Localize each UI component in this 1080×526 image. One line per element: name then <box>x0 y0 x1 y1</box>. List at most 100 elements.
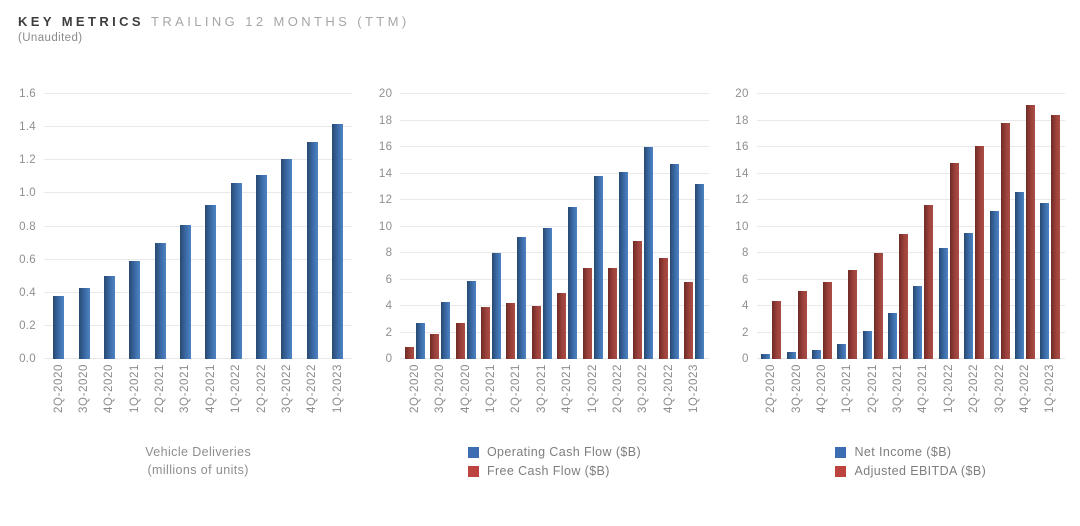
bar-blue <box>103 276 115 359</box>
bar-blue <box>618 172 628 359</box>
y-tick-label: 20 <box>735 88 749 100</box>
x-axis-cash-flow: 2Q-2020 3Q-2020 4Q-2020 1Q-2021 2Q-2021 3Q-20… <box>400 359 708 435</box>
bar-group-3Q-2020 <box>428 94 453 359</box>
x-tick-label: 1Q-2023 <box>1044 364 1057 413</box>
y-tick-label: 2 <box>385 326 393 339</box>
y-axis-income-ebitda: 0 2 4 6 8 10 12 14 16 18 20 <box>727 88 757 365</box>
gridline <box>756 172 1065 174</box>
x-tick-label: 2Q-2022 <box>255 364 268 413</box>
gridline <box>400 358 709 359</box>
x-label-slot: 2Q-2020 <box>46 364 71 435</box>
x-tick-label: 1Q-2022 <box>942 364 955 413</box>
gridline <box>44 192 353 194</box>
bar-blue <box>862 331 872 359</box>
report-title-secondary: TRAILING 12 MONTHS (TTM) <box>151 14 410 29</box>
bar-red <box>1025 104 1035 359</box>
bar-blue <box>466 280 476 359</box>
legend-item: Free Cash Flow ($B) <box>467 462 641 481</box>
x-axis-vehicle-deliveries: 2Q-2020 3Q-2020 4Q-2020 1Q-2021 2Q-2021 3Q-20… <box>44 359 352 435</box>
bar-group-4Q-2021 <box>554 94 579 359</box>
x-label-slot: 4Q-2022 <box>656 364 681 435</box>
bar-blue <box>129 261 141 359</box>
bar-blue <box>989 210 999 359</box>
bar-group-3Q-2022 <box>631 94 656 359</box>
x-label-slot: 4Q-2021 <box>911 364 936 435</box>
x-tick-label: 1Q-2021 <box>841 364 854 413</box>
x-tick-label: 3Q-2022 <box>280 364 293 413</box>
x-label-slot: 2Q-2021 <box>147 364 172 435</box>
bar-blue <box>1014 192 1024 359</box>
bar-group-2Q-2020 <box>759 94 784 359</box>
x-tick-label: 2Q-2021 <box>866 364 879 413</box>
x-label-slot: 3Q-2021 <box>529 364 554 435</box>
x-label-slot: 3Q-2020 <box>71 364 96 435</box>
gridline <box>400 225 709 227</box>
bar-red <box>582 267 592 359</box>
bar-red <box>873 253 883 359</box>
y-tick-label: 18 <box>735 114 749 127</box>
gridline <box>756 199 1065 200</box>
y-tick-label: 2 <box>741 326 749 339</box>
plot-area-vehicle-deliveries <box>44 93 353 359</box>
bar-red <box>924 205 934 359</box>
y-tick-label: 12 <box>735 194 749 206</box>
gridline <box>756 146 1065 147</box>
bar-group-4Q-2021 <box>911 94 936 359</box>
bar-blue <box>205 204 217 359</box>
bar-blue <box>542 227 552 359</box>
bar-group-4Q-2020 <box>453 94 478 359</box>
y-tick-label: 1.6 <box>19 88 36 100</box>
x-label-slot: 3Q-2020 <box>784 364 809 435</box>
y-tick-label: 14 <box>378 167 393 180</box>
bar-red <box>633 241 643 359</box>
x-tick-label: 2Q-2021 <box>510 364 523 413</box>
bar-group-2Q-2021 <box>860 94 885 359</box>
bar-blue <box>332 123 344 359</box>
legend: Net Income ($B) Adjusted EBITDA ($B) <box>835 443 986 481</box>
y-tick-label: 0.2 <box>19 319 36 332</box>
x-label-slot: 1Q-2022 <box>224 364 249 435</box>
x-tick-label: 4Q-2022 <box>1018 364 1031 413</box>
bar-group-3Q-2021 <box>885 94 910 359</box>
bar-group-1Q-2022 <box>224 94 249 359</box>
bar-red <box>405 347 414 359</box>
y-tick-label: 10 <box>735 220 749 233</box>
y-tick-label: 8 <box>741 247 749 259</box>
x-tick-label: 3Q-2021 <box>892 364 905 413</box>
bar-group-3Q-2022 <box>274 94 299 359</box>
bar-group-2Q-2020 <box>402 94 427 359</box>
bar-group-4Q-2020 <box>97 94 122 359</box>
x-tick-label: 2Q-2022 <box>611 364 624 413</box>
y-tick-label: 0.6 <box>19 253 36 266</box>
y-tick-label: 0.0 <box>19 353 36 365</box>
x-tick-label: 4Q-2020 <box>103 364 116 413</box>
bar-red <box>607 267 617 359</box>
bar-red <box>823 282 833 359</box>
bar-red <box>797 291 807 359</box>
bar-blue <box>78 287 90 359</box>
bar-red <box>557 292 567 359</box>
report-subtitle: (Unaudited) <box>18 32 83 44</box>
legend-label: Net Income ($B) <box>854 445 952 459</box>
x-tick-label: 3Q-2021 <box>535 364 548 413</box>
y-tick-label: 0 <box>385 353 393 365</box>
bar-blue <box>761 354 771 359</box>
x-tick-label: 1Q-2023 <box>331 364 344 413</box>
y-tick-label: 6 <box>741 273 749 286</box>
x-tick-label: 1Q-2022 <box>586 364 599 413</box>
bar-groups <box>400 94 708 359</box>
x-tick-label: 3Q-2020 <box>434 364 447 413</box>
bar-group-1Q-2021 <box>478 94 503 359</box>
x-label-slot: 1Q-2021 <box>478 364 503 435</box>
y-tick-label: 10 <box>378 220 393 233</box>
bar-group-1Q-2023 <box>1038 94 1063 359</box>
x-label-slot: 2Q-2022 <box>605 364 630 435</box>
y-tick-label: 18 <box>378 114 393 127</box>
legend: Operating Cash Flow ($B) Free Cash Flow (… <box>467 443 641 481</box>
y-tick-label: 1.0 <box>19 187 36 200</box>
x-tick-label: 1Q-2023 <box>687 364 700 413</box>
bar-blue <box>416 323 425 359</box>
bar-red <box>506 303 516 359</box>
x-tick-label: 4Q-2021 <box>917 364 930 413</box>
bar-blue <box>306 142 318 359</box>
